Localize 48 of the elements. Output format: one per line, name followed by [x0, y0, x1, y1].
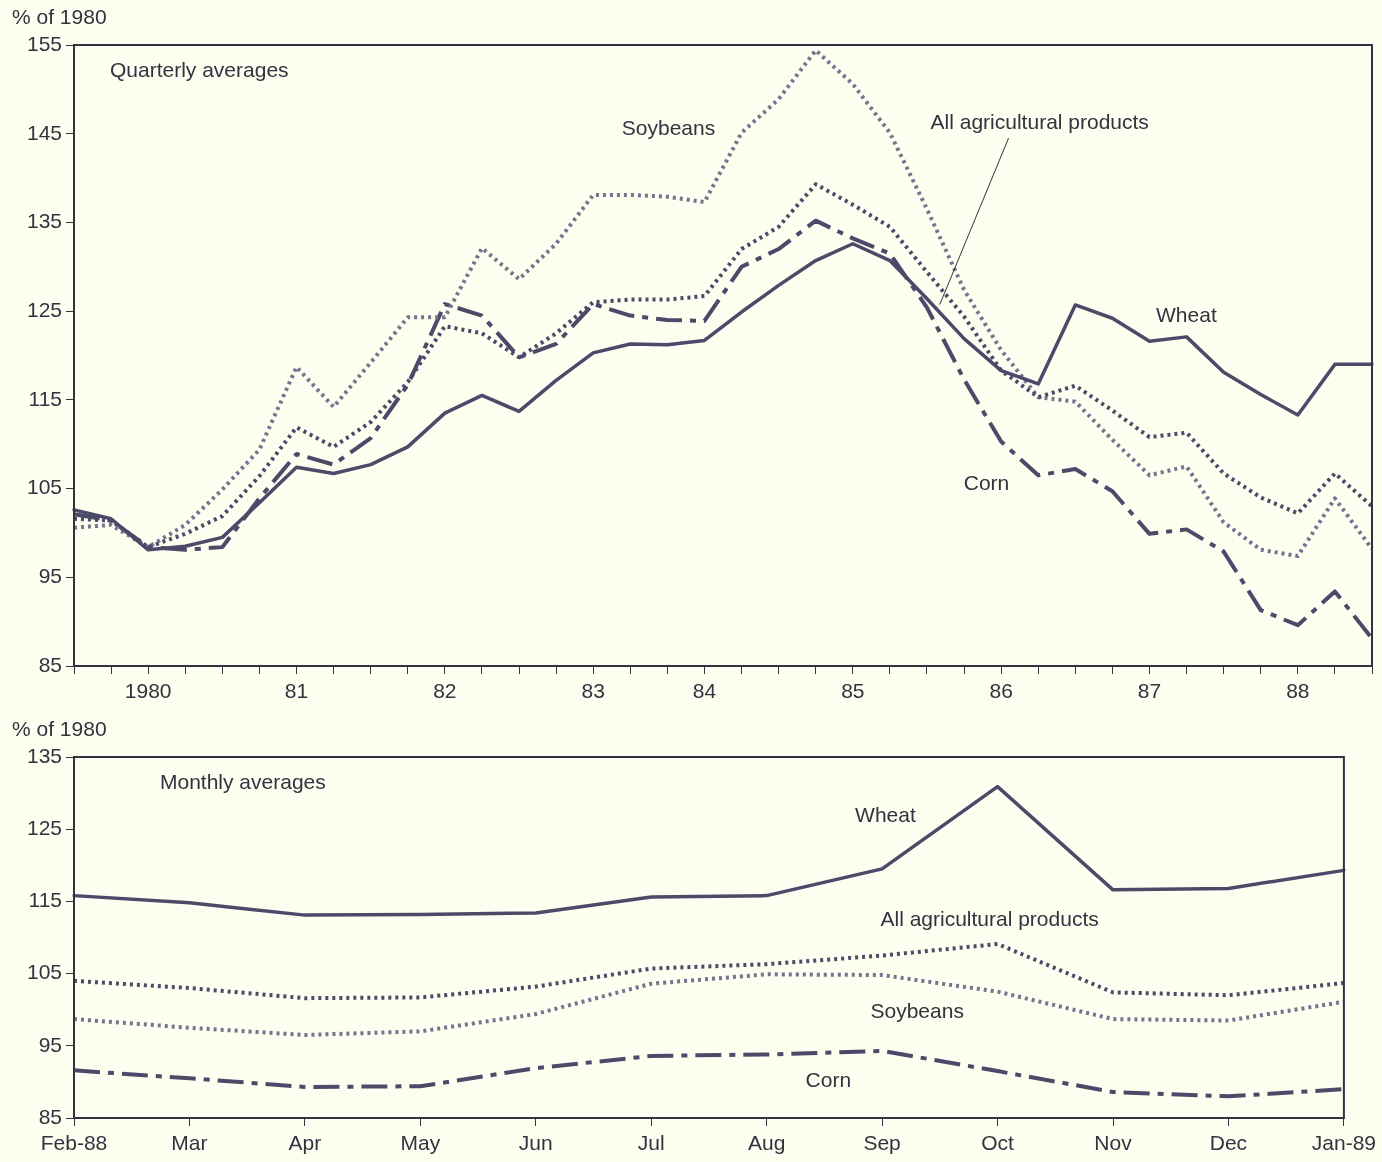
x-tick-label: Jan-89	[1311, 1131, 1376, 1155]
x-tick-label: 84	[692, 679, 717, 703]
y-axis-title: % of 1980	[12, 4, 107, 28]
y-tick-label: 95	[38, 564, 62, 588]
x-tick-label: Mar	[171, 1131, 208, 1155]
text: All agricultural products	[930, 110, 1149, 134]
x-tick-label: Sep	[863, 1131, 901, 1155]
x-tick-label: May	[400, 1131, 441, 1155]
y-tick-label: 95	[38, 1032, 62, 1056]
series-label: Corn	[963, 471, 1010, 495]
x-tick-label: 1980	[124, 679, 172, 703]
x-tick-label: 82	[433, 679, 457, 703]
y-tick-label: 135	[26, 209, 62, 233]
y-tick-label: 125	[26, 297, 62, 321]
text: Monthly averages	[160, 769, 326, 793]
x-tick-label: Jun	[518, 1131, 553, 1155]
y-tick-label: 155	[26, 31, 62, 55]
y-tick-label: 105	[26, 475, 62, 499]
x-tick-label: 81	[284, 679, 309, 703]
line-series	[72, 942, 1346, 1001]
y-tick-label: 85	[38, 1104, 62, 1128]
series-label: Soybeans	[870, 999, 964, 1023]
series-label: Wheat	[855, 802, 916, 826]
y-tick-label: 85	[38, 652, 62, 676]
x-tick-label: Aug	[747, 1131, 786, 1155]
x-tick-label: Oct	[981, 1131, 1015, 1155]
series-label: Corn	[805, 1068, 852, 1092]
x-tick-label: Apr	[288, 1131, 322, 1155]
x-tick-label: 88	[1286, 679, 1310, 703]
series-label: All agricultural products	[880, 906, 1099, 930]
x-tick-label: Nov	[1094, 1131, 1133, 1155]
x-tick-label: Dec	[1209, 1131, 1248, 1155]
y-tick-label: 145	[26, 120, 62, 144]
x-tick-label: 83	[581, 679, 605, 703]
x-tick-label: Jul	[637, 1131, 665, 1155]
x-tick-label: 85	[841, 679, 865, 703]
y-tick-label: 105	[26, 960, 62, 984]
y-tick-label: 115	[28, 386, 62, 410]
series-label: Soybeans	[621, 115, 716, 139]
series-label: Wheat	[1156, 302, 1217, 326]
text: Quarterly averages	[110, 57, 289, 81]
y-tick-label: 135	[26, 743, 62, 767]
x-tick-label: 86	[989, 679, 1013, 703]
y-tick-label: 115	[28, 888, 62, 912]
x-tick-label: 87	[1137, 679, 1162, 703]
x-tick-label: Feb-88	[40, 1131, 108, 1155]
y-axis-title: % of 1980	[12, 716, 107, 740]
y-tick-label: 125	[26, 816, 62, 839]
